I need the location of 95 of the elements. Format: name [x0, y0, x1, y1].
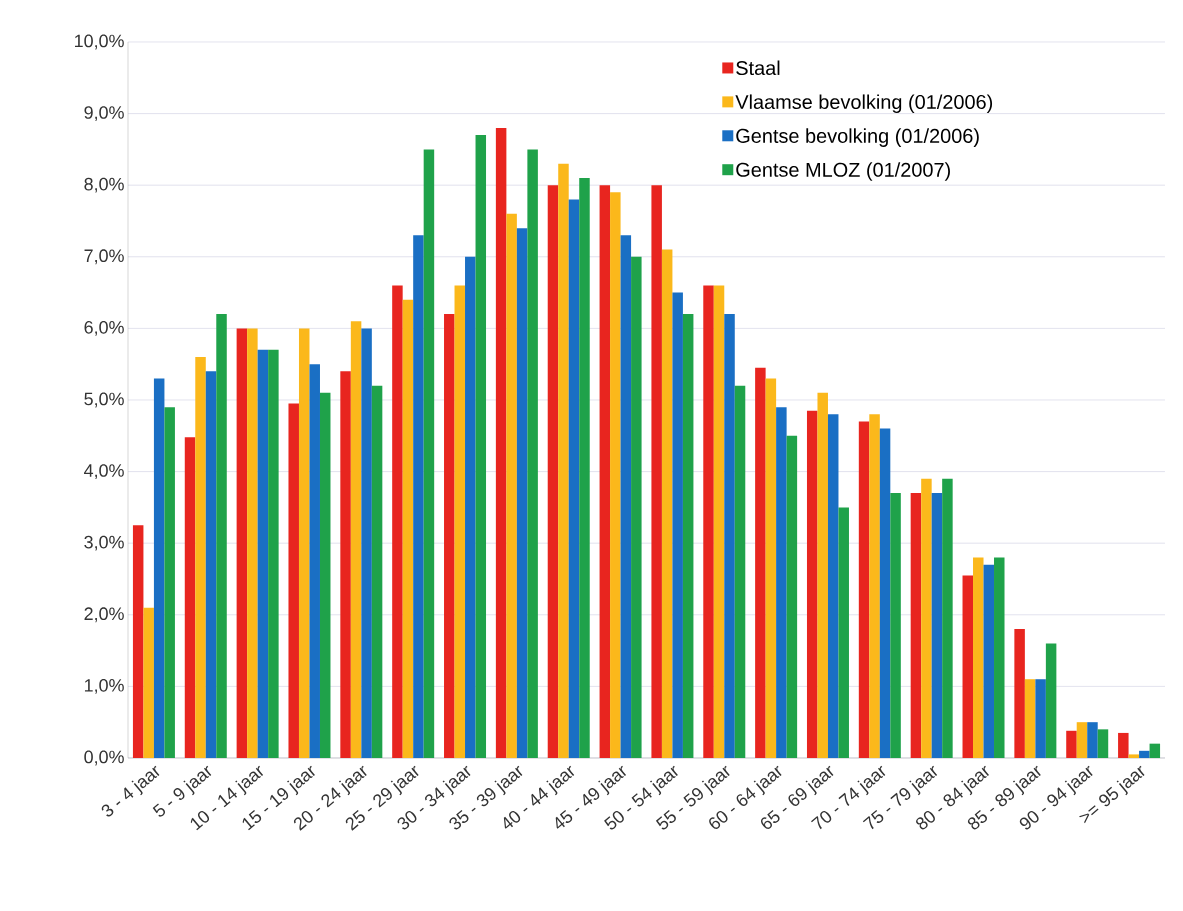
bar — [558, 163, 569, 758]
bar — [661, 249, 673, 758]
bar — [195, 357, 206, 758]
y-tick-label: 1,0% — [84, 678, 124, 694]
bar — [869, 414, 880, 758]
bar — [776, 407, 787, 758]
bar — [1097, 729, 1109, 758]
y-tick-label: 6,0% — [84, 320, 124, 336]
bar — [910, 493, 922, 758]
bar — [516, 228, 528, 758]
bar — [931, 493, 943, 758]
bar — [547, 185, 559, 758]
bar — [268, 349, 279, 758]
bar — [1149, 743, 1161, 758]
legend-label: Vlaamse bevolking (01/2006) — [735, 94, 993, 113]
bar — [361, 328, 372, 758]
bar — [921, 478, 932, 758]
bar — [1035, 679, 1046, 758]
bar — [247, 328, 258, 758]
bar — [506, 213, 517, 758]
bar — [132, 525, 144, 758]
bar — [942, 478, 953, 758]
bar — [983, 564, 995, 758]
bar — [786, 435, 798, 758]
bar — [340, 371, 351, 758]
bar — [858, 421, 870, 758]
bar — [620, 235, 632, 758]
bar — [413, 235, 424, 758]
legend-label: Gentse MLOZ (01/2007) — [736, 162, 950, 181]
y-tick-label: 10,0% — [75, 34, 124, 50]
bar — [143, 607, 154, 758]
bar — [973, 557, 984, 758]
bar — [216, 314, 227, 758]
bar — [879, 428, 891, 758]
bar — [579, 178, 590, 758]
bar — [1024, 679, 1036, 758]
bar — [423, 149, 435, 758]
bar — [1076, 722, 1088, 758]
bar — [164, 407, 175, 758]
bar — [1139, 750, 1150, 758]
bar — [1087, 722, 1098, 758]
bar — [631, 256, 642, 758]
bar — [890, 493, 901, 758]
bar — [350, 321, 362, 758]
bar — [610, 192, 621, 758]
bar — [682, 314, 694, 758]
bar — [153, 378, 165, 758]
bar — [1118, 732, 1129, 758]
bar — [734, 385, 746, 758]
bar — [672, 292, 683, 758]
bar — [651, 185, 662, 758]
bar — [1045, 643, 1057, 758]
bar — [765, 378, 777, 758]
bar — [184, 437, 196, 758]
bar — [568, 199, 580, 758]
bar — [599, 185, 611, 758]
bar — [309, 364, 320, 758]
legend-label: Staal — [736, 60, 780, 76]
bar — [962, 575, 974, 758]
bar — [205, 371, 217, 758]
bar — [838, 507, 849, 758]
y-tick-label: 7,0% — [84, 249, 124, 265]
bar — [1128, 754, 1140, 758]
bar — [495, 127, 507, 758]
bar — [236, 328, 248, 758]
y-tick-label: 0,0% — [84, 750, 124, 766]
bar — [527, 149, 538, 758]
bar — [713, 285, 725, 758]
bar — [703, 285, 714, 758]
legend-label: Gentse bevolking (01/2006) — [736, 128, 979, 147]
y-tick-label: 2,0% — [84, 607, 124, 623]
y-tick-label: 4,0% — [84, 464, 124, 479]
y-tick-label: 5,0% — [84, 392, 124, 408]
bar — [1014, 629, 1025, 758]
bar — [465, 256, 476, 758]
bar — [371, 385, 383, 758]
bar — [1066, 730, 1077, 758]
bar — [806, 410, 818, 758]
bar — [755, 367, 766, 758]
y-tick-label: 3,0% — [84, 535, 124, 551]
bar — [817, 392, 828, 758]
bar — [392, 285, 403, 758]
bar — [257, 349, 269, 758]
bar — [288, 403, 299, 758]
y-tick-label: 8,0% — [84, 177, 124, 193]
bar — [319, 392, 331, 758]
bar — [402, 299, 414, 758]
bar — [724, 314, 735, 758]
bar — [994, 557, 1005, 758]
bar — [444, 314, 455, 758]
bar — [454, 285, 466, 758]
bar — [827, 414, 839, 758]
y-tick-label: 9,0% — [84, 106, 124, 121]
bar — [475, 135, 487, 758]
bar — [298, 328, 310, 758]
